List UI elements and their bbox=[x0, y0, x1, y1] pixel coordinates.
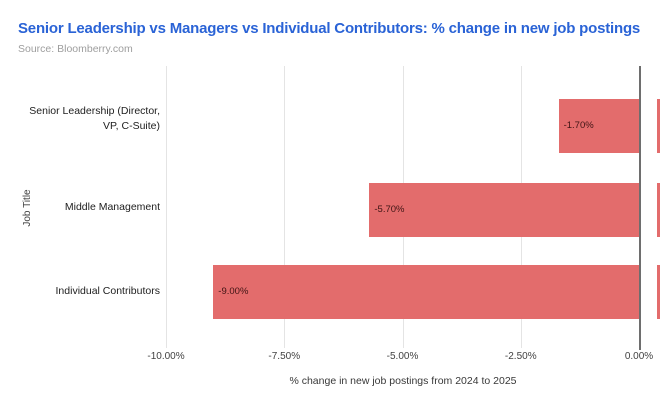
x-tick-label: -5.00% bbox=[386, 351, 419, 362]
bar-middle-management[interactable]: -5.70% bbox=[369, 183, 639, 237]
gridline bbox=[166, 66, 167, 348]
bar-edge-artifact bbox=[657, 183, 660, 237]
zero-axis-line bbox=[639, 66, 641, 350]
x-axis-title: % change in new job postings from 2024 t… bbox=[289, 375, 517, 387]
bar-value-label: -9.00% bbox=[218, 286, 249, 297]
x-tick-label: -2.50% bbox=[504, 351, 537, 362]
plot-area: -1.70% -5.70% -9.00% bbox=[166, 66, 660, 350]
bar-edge-artifact bbox=[657, 265, 660, 319]
bar-value-label: -1.70% bbox=[563, 120, 594, 131]
chart-source: Source: Bloomberry.com bbox=[18, 43, 133, 55]
x-tick-label: 0.00% bbox=[624, 351, 654, 362]
category-label-middle-management: Middle Management bbox=[64, 201, 160, 213]
chart-title: Senior Leadership vs Managers vs Individ… bbox=[18, 20, 641, 37]
x-tick-label: -10.00% bbox=[147, 351, 185, 362]
x-tick-label: -7.50% bbox=[268, 351, 301, 362]
bar-senior-leadership[interactable]: -1.70% bbox=[558, 99, 639, 153]
bar-individual-contributors[interactable]: -9.00% bbox=[213, 265, 639, 319]
bar-edge-artifact bbox=[657, 99, 660, 153]
category-label-individual-contributors: Individual Contributors bbox=[55, 285, 160, 297]
gridline bbox=[284, 66, 286, 348]
bar-value-label: -5.70% bbox=[374, 204, 405, 215]
category-label-senior-leadership: Senior Leadership (Director, VP, C-Suite… bbox=[29, 105, 160, 132]
